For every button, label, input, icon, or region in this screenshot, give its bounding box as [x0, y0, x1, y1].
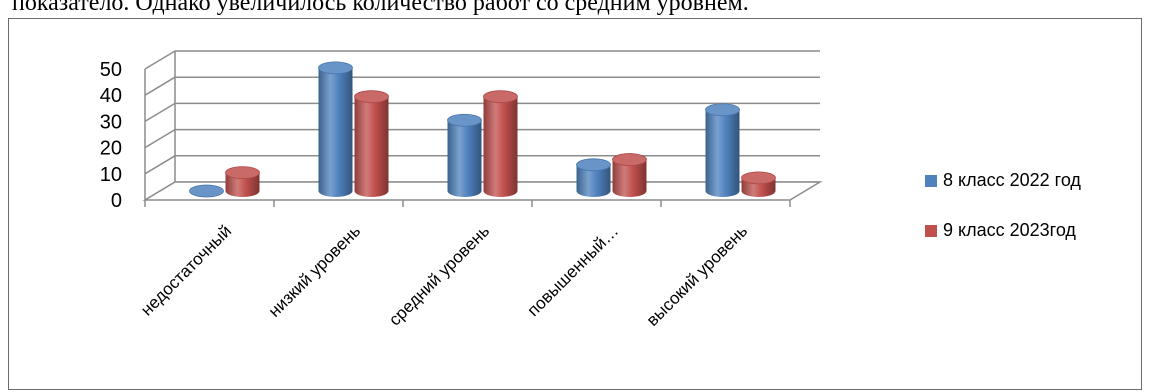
y-tick-label: 40	[100, 85, 122, 107]
side-wall-line	[144, 76, 176, 96]
bar-body	[447, 120, 482, 198]
y-tick-label: 20	[100, 138, 122, 160]
bar-cap	[318, 61, 353, 75]
bar-cap	[447, 113, 482, 127]
chart-frame	[8, 18, 1142, 390]
chart-floor	[142, 181, 823, 201]
bar-body	[318, 67, 353, 198]
bar-1-5	[705, 103, 740, 198]
x-tick-label: низкий уровень	[265, 221, 365, 321]
y-tick-label: 10	[100, 164, 122, 186]
bar-cap	[612, 153, 647, 166]
x-tick-label: высокий уровень	[643, 221, 752, 330]
bar-cap	[741, 171, 776, 185]
side-wall-line	[144, 155, 176, 175]
bar-body	[576, 164, 611, 198]
y-tick-label: 30	[100, 111, 122, 133]
bar-body	[354, 96, 389, 198]
bar-1-3	[447, 113, 482, 198]
bar-2-2	[354, 90, 389, 198]
bar-cap	[225, 166, 260, 180]
document-text: показатело. Однако увеличилось количеств…	[12, 0, 749, 16]
y-tick-label: 0	[111, 190, 122, 212]
bar-cap	[705, 103, 740, 117]
x-tick-label: повышенный…	[524, 221, 623, 320]
bar-2-4	[612, 153, 647, 198]
legend-swatch-series-1	[925, 174, 937, 187]
side-wall-line	[144, 50, 176, 70]
bar-body	[705, 109, 740, 198]
legend-item-series-1: 8 класс 2022 год	[925, 170, 1081, 191]
x-tick-label: недостаточный	[137, 221, 235, 319]
y-tick-label: 50	[100, 59, 122, 81]
bar-cap	[354, 90, 389, 104]
x-tick-label: средний уровень	[385, 221, 493, 329]
bar-2-1	[225, 166, 260, 198]
legend-item-series-2: 9 класс 2023год	[925, 220, 1076, 241]
legend-label-series-2: 9 класс 2023год	[943, 220, 1076, 240]
bar-body	[483, 96, 518, 198]
bar-1-1	[189, 184, 224, 198]
bar-cap	[189, 184, 224, 198]
legend-swatch-series-2	[925, 224, 937, 237]
side-wall-line	[144, 128, 176, 149]
bar-1-4	[576, 158, 611, 198]
bar-cap	[483, 90, 518, 104]
bar-2-5	[741, 171, 776, 198]
bar-body	[225, 172, 260, 198]
bar-cap	[576, 158, 611, 172]
legend-label-series-1: 8 класс 2022 год	[943, 170, 1081, 190]
bar-1-2	[318, 61, 353, 198]
side-wall-line	[144, 102, 176, 123]
bar-2-3	[483, 90, 518, 198]
bar-body	[612, 159, 647, 198]
